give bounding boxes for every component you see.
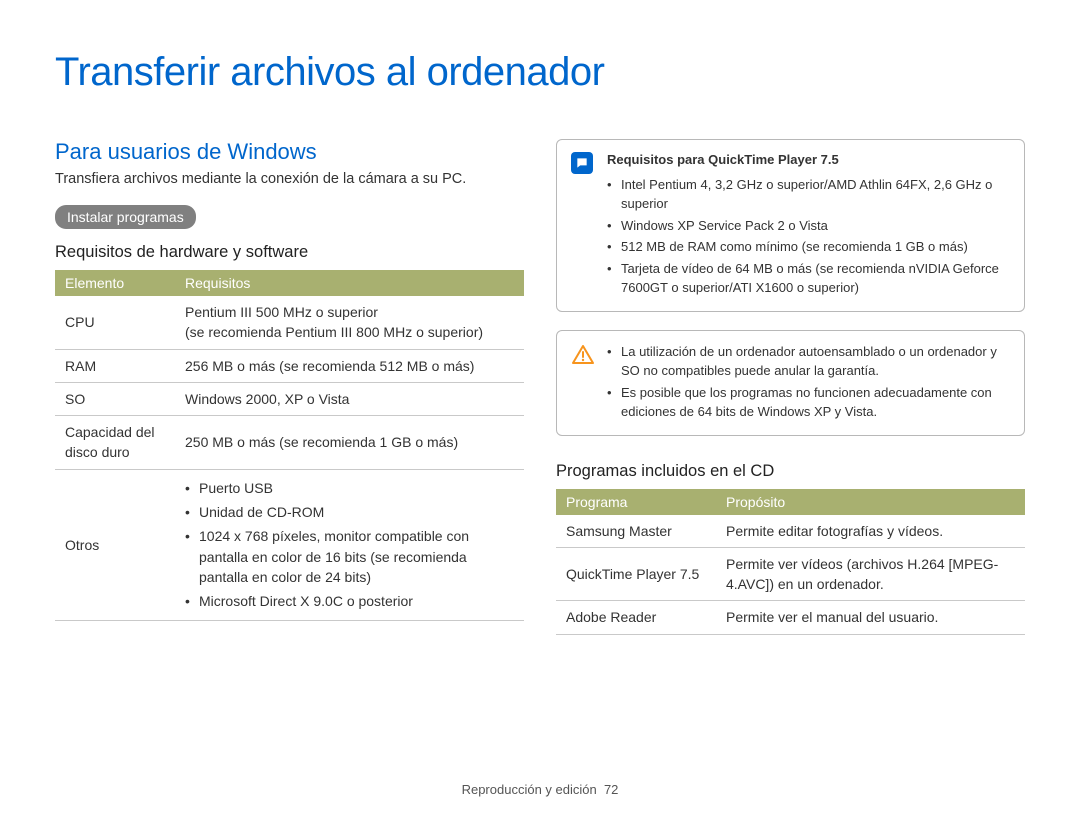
table-row: CPU Pentium III 500 MHz o superior (se r…: [55, 296, 524, 349]
prog-quicktime-label: QuickTime Player 7.5: [556, 547, 716, 601]
prog-quicktime-value: Permite ver vídeos (archivos H.264 [MPEG…: [716, 547, 1025, 601]
list-item: Es posible que los programas no funcione…: [607, 382, 1010, 423]
table-row: SO Windows 2000, XP o Vista: [55, 382, 524, 415]
list-item: La utilización de un ordenador autoensam…: [607, 341, 1010, 382]
list-item: 1024 x 768 píxeles, monitor compatible c…: [185, 524, 514, 589]
prog-samsung-label: Samsung Master: [556, 515, 716, 548]
prog-samsung-value: Permite editar fotografías y vídeos.: [716, 515, 1025, 548]
prog-header-program: Programa: [556, 489, 716, 515]
req-cpu-value: Pentium III 500 MHz o superior (se recom…: [175, 296, 524, 349]
list-item: Unidad de CD-ROM: [185, 500, 514, 524]
table-row: Capacidad del disco duro 250 MB o más (s…: [55, 416, 524, 470]
req-others-value: Puerto USB Unidad de CD-ROM 1024 x 768 p…: [175, 469, 524, 620]
warning-box: La utilización de un ordenador autoensam…: [556, 330, 1025, 436]
table-row: Adobe Reader Permite ver el manual del u…: [556, 601, 1025, 634]
list-item: Intel Pentium 4, 3,2 GHz o superior/AMD …: [607, 174, 1010, 215]
req-so-value: Windows 2000, XP o Vista: [175, 382, 524, 415]
prog-adobe-label: Adobe Reader: [556, 601, 716, 634]
note-title: Requisitos para QuickTime Player 7.5: [607, 150, 1010, 170]
req-disk-value: 250 MB o más (se recomienda 1 GB o más): [175, 416, 524, 470]
list-item: Puerto USB: [185, 476, 514, 500]
hw-sw-subheading: Requisitos de hardware y software: [55, 243, 524, 262]
section-heading-windows: Para usuarios de Windows: [55, 139, 524, 165]
table-row: Otros Puerto USB Unidad de CD-ROM 1024 x…: [55, 469, 524, 620]
warning-icon: [571, 341, 595, 423]
note-icon: [571, 150, 595, 299]
note-box: Requisitos para QuickTime Player 7.5 Int…: [556, 139, 1025, 312]
req-header-element: Elemento: [55, 270, 175, 296]
install-programs-pill: Instalar programas: [55, 205, 196, 229]
req-so-label: SO: [55, 382, 175, 415]
req-ram-label: RAM: [55, 349, 175, 382]
intro-text: Transfiera archivos mediante la conexión…: [55, 171, 524, 187]
list-item: Windows XP Service Pack 2 o Vista: [607, 215, 1010, 237]
table-row: RAM 256 MB o más (se recomienda 512 MB o…: [55, 349, 524, 382]
requirements-table: Elemento Requisitos CPU Pentium III 500 …: [55, 270, 524, 621]
req-header-requisitos: Requisitos: [175, 270, 524, 296]
footer-page-number: 72: [604, 782, 618, 797]
programs-table: Programa Propósito Samsung Master Permit…: [556, 489, 1025, 635]
list-item: 512 MB de RAM como mínimo (se recomienda…: [607, 236, 1010, 258]
cd-programs-subheading: Programas incluidos en el CD: [556, 462, 1025, 481]
req-ram-value: 256 MB o más (se recomienda 512 MB o más…: [175, 349, 524, 382]
footer-section: Reproducción y edición: [462, 782, 597, 797]
prog-header-purpose: Propósito: [716, 489, 1025, 515]
page-footer: Reproducción y edición 72: [0, 782, 1080, 797]
req-others-label: Otros: [55, 469, 175, 620]
left-column: Para usuarios de Windows Transfiera arch…: [55, 139, 524, 635]
list-item: Microsoft Direct X 9.0C o posterior: [185, 589, 514, 613]
table-row: Samsung Master Permite editar fotografía…: [556, 515, 1025, 548]
req-cpu-label: CPU: [55, 296, 175, 349]
right-column: Requisitos para QuickTime Player 7.5 Int…: [556, 139, 1025, 635]
table-row: QuickTime Player 7.5 Permite ver vídeos …: [556, 547, 1025, 601]
req-disk-label: Capacidad del disco duro: [55, 416, 175, 470]
list-item: Tarjeta de vídeo de 64 MB o más (se reco…: [607, 258, 1010, 299]
prog-adobe-value: Permite ver el manual del usuario.: [716, 601, 1025, 634]
page-title: Transferir archivos al ordenador: [55, 50, 1025, 95]
content-columns: Para usuarios de Windows Transfiera arch…: [55, 139, 1025, 635]
